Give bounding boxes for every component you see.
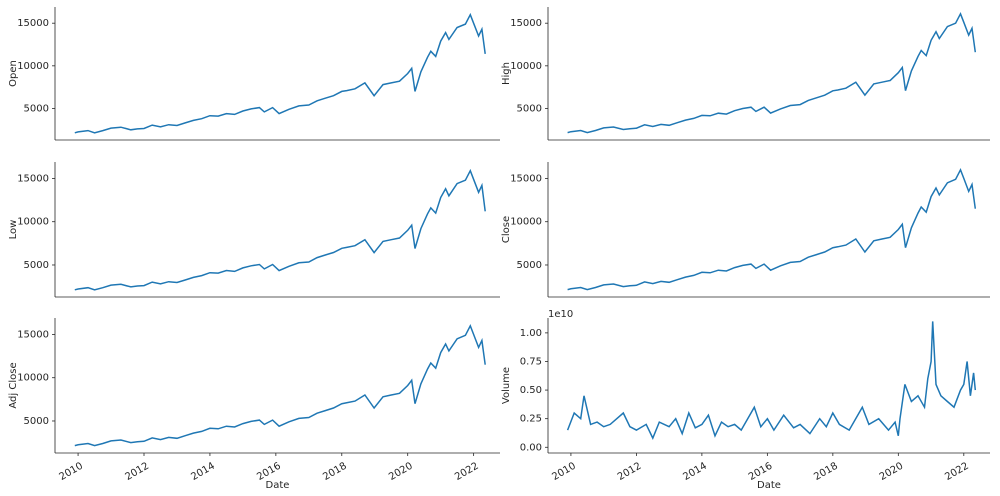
offset-label: 1e10 — [548, 309, 573, 320]
y-axis-label: Adj Close — [8, 362, 19, 408]
x-tick-label: 2020 — [387, 461, 415, 483]
x-tick-label: 2022 — [453, 461, 481, 483]
y-tick-label: 10000 — [510, 61, 542, 72]
line-series — [74, 168, 486, 291]
line-series — [74, 323, 486, 447]
y-tick-label: 0.50 — [520, 385, 542, 396]
line-series — [567, 11, 977, 134]
x-axis-label: Date — [266, 480, 290, 491]
y-axis-label: Open — [8, 60, 19, 87]
x-tick-label: 2012 — [616, 461, 644, 483]
y-tick-label: 15000 — [17, 329, 49, 340]
y-tick-label: 10000 — [17, 61, 49, 72]
y-tick-label: 5000 — [517, 103, 542, 114]
y-tick-label: 0.75 — [520, 356, 542, 367]
x-tick-label: 2022 — [943, 461, 971, 483]
y-tick-label: 0.25 — [520, 414, 542, 425]
y-axis-label: Volume — [501, 367, 512, 404]
y-tick-label: 1.00 — [520, 328, 542, 339]
y-tick-label: 15000 — [17, 173, 49, 184]
x-tick-label: 2018 — [812, 461, 840, 483]
y-tick-label: 5000 — [24, 260, 49, 271]
x-tick-label: 2018 — [321, 461, 349, 483]
y-tick-label: 5000 — [24, 416, 49, 427]
x-tick-label: 2020 — [878, 461, 906, 483]
x-tick-label: 2014 — [189, 461, 217, 483]
y-tick-label: 15000 — [510, 173, 542, 184]
y-axis-label: Low — [8, 220, 19, 240]
y-tick-label: 15000 — [510, 18, 542, 29]
y-tick-label: 0.00 — [520, 442, 542, 453]
line-series — [566, 321, 977, 440]
y-tick-label: 5000 — [517, 260, 542, 271]
y-tick-label: 5000 — [24, 103, 49, 114]
line-series — [567, 167, 977, 291]
line-series — [74, 12, 486, 134]
y-tick-label: 10000 — [17, 217, 49, 228]
y-axis-label: Close — [501, 216, 512, 243]
y-axis-label: High — [501, 62, 512, 85]
x-tick-label: 2012 — [123, 461, 151, 483]
y-tick-label: 10000 — [17, 373, 49, 384]
y-tick-label: 15000 — [17, 18, 49, 29]
x-tick-label: 2010 — [550, 461, 578, 483]
y-tick-label: 10000 — [510, 217, 542, 228]
x-axis-label: Date — [757, 480, 781, 491]
x-tick-label: 2014 — [681, 461, 709, 483]
x-tick-label: 2010 — [58, 461, 86, 483]
